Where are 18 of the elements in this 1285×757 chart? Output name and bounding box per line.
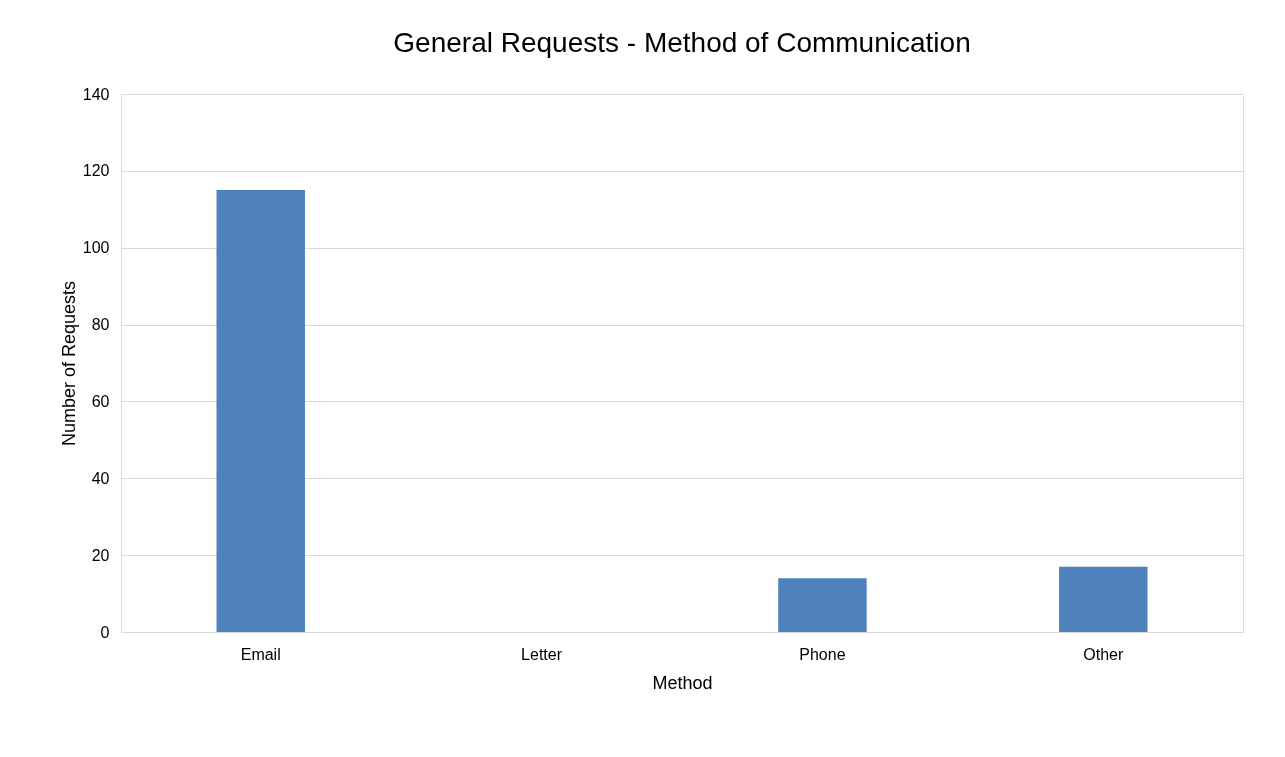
bar (216, 190, 305, 632)
bar (778, 578, 867, 632)
x-axis-title: Method (652, 672, 713, 693)
y-tick-label: 20 (91, 546, 110, 564)
y-tick-label: 40 (91, 469, 110, 487)
x-tick-label: Email (240, 645, 281, 663)
x-tick-label: Letter (521, 645, 563, 663)
y-tick-label: 60 (91, 392, 110, 410)
chart-title: General Requests - Method of Communication (393, 27, 971, 58)
y-tick-label: 0 (100, 623, 110, 641)
bar (1059, 566, 1148, 632)
y-tick-label: 120 (82, 162, 110, 180)
x-tick-label: Phone (799, 645, 846, 663)
y-tick-label: 80 (91, 316, 110, 334)
x-tick-label: Other (1083, 645, 1124, 663)
y-tick-label: 100 (82, 239, 110, 257)
y-axis-title: Number of Requests (58, 280, 79, 447)
y-tick-label: 140 (82, 85, 110, 103)
